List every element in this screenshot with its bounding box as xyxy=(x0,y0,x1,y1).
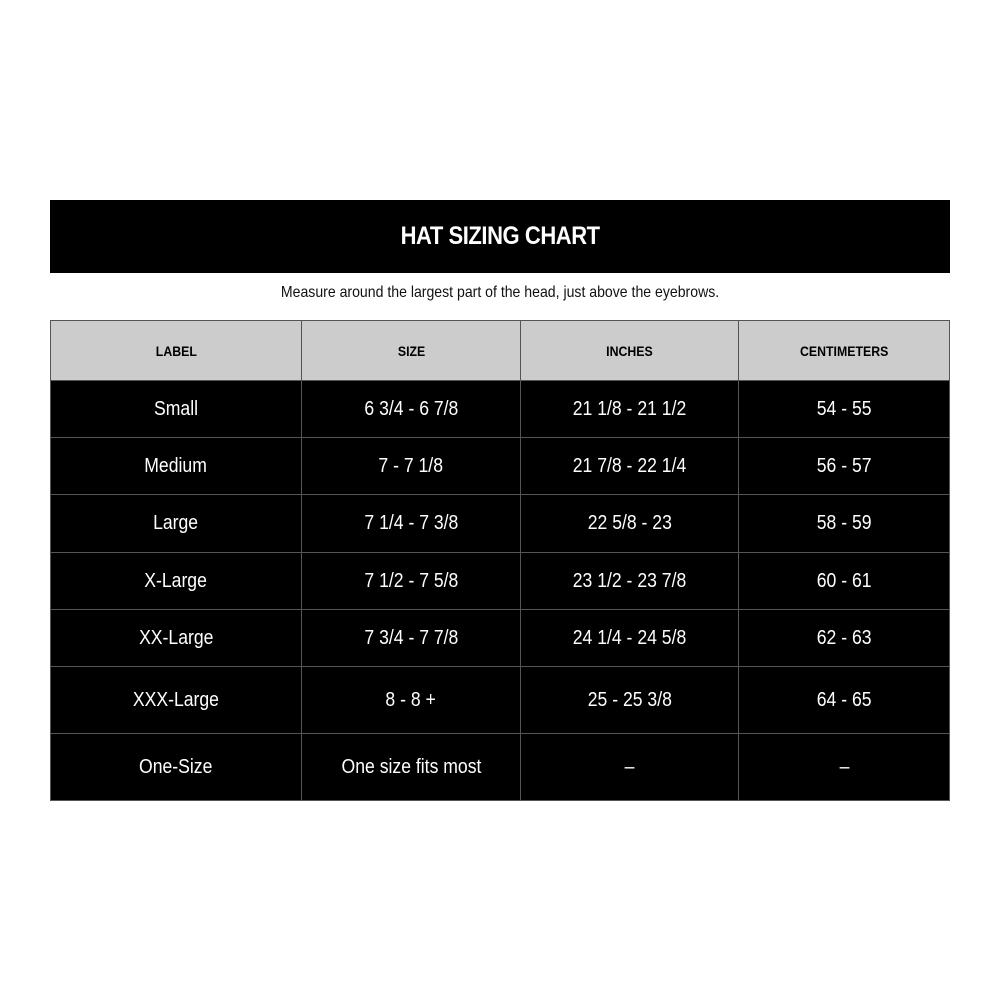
cell-text: XX-Large xyxy=(138,626,214,649)
subtitle-text: Measure around the largest part of the h… xyxy=(280,284,720,301)
cell-text: – xyxy=(624,755,635,778)
cell-size: 7 - 7 1/8 xyxy=(300,437,522,495)
cell-size: 8 - 8 + xyxy=(300,666,522,734)
cell-text: One-Size xyxy=(139,755,213,778)
cell-centimeters: 60 - 61 xyxy=(738,552,950,610)
header-text: LABEL xyxy=(155,342,197,359)
sizing-table: LABEL SIZE INCHES CENTIMETERS Small 6 3/4 - … xyxy=(50,320,950,801)
cell-text: 7 1/4 - 7 3/8 xyxy=(364,512,459,534)
cell-label: One-Size xyxy=(50,733,302,801)
cell-text: 58 - 59 xyxy=(816,512,872,534)
cell-size: 7 1/2 - 7 5/8 xyxy=(300,552,522,610)
cell-text: 7 - 7 1/8 xyxy=(378,454,444,477)
header-text: SIZE xyxy=(397,342,425,359)
cell-text: 6 3/4 - 6 7/8 xyxy=(364,397,459,420)
subtitle: Measure around the largest part of the h… xyxy=(0,284,1000,302)
header-size: SIZE xyxy=(300,320,522,381)
cell-centimeters: 54 - 55 xyxy=(738,380,950,438)
cell-text: 21 7/8 - 22 1/4 xyxy=(573,454,687,477)
cell-text: 62 - 63 xyxy=(816,626,872,649)
cell-label: Large xyxy=(50,494,302,553)
cell-text: 7 3/4 - 7 7/8 xyxy=(364,626,459,649)
header-text: INCHES xyxy=(606,342,654,359)
title-bar: HAT SIZING CHART xyxy=(50,200,950,273)
table-row: Medium 7 - 7 1/8 21 7/8 - 22 1/4 56 - 57 xyxy=(50,437,950,495)
cell-text: 60 - 61 xyxy=(816,569,872,592)
cell-text: 22 5/8 - 23 xyxy=(587,512,672,534)
cell-inches: 21 1/8 - 21 1/2 xyxy=(520,380,740,438)
cell-centimeters: 58 - 59 xyxy=(738,494,950,553)
cell-inches: 24 1/4 - 24 5/8 xyxy=(520,609,740,667)
cell-text: 24 1/4 - 24 5/8 xyxy=(573,626,687,649)
cell-label: XXX-Large xyxy=(50,666,302,734)
table-row: X-Large 7 1/2 - 7 5/8 23 1/2 - 23 7/8 60 - … xyxy=(50,552,950,610)
cell-text: Small xyxy=(153,397,198,420)
table-row: XXX-Large 8 - 8 + 25 - 25 3/8 64 - 65 xyxy=(50,666,950,734)
cell-text: 8 - 8 + xyxy=(385,688,437,711)
cell-text: 21 1/8 - 21 1/2 xyxy=(573,397,687,420)
cell-label: Small xyxy=(50,380,302,438)
cell-text: X-Large xyxy=(144,569,208,592)
header-centimeters: CENTIMETERS xyxy=(738,320,950,381)
cell-centimeters: 62 - 63 xyxy=(738,609,950,667)
cell-text: – xyxy=(839,755,849,778)
cell-text: XXX-Large xyxy=(132,688,219,711)
header-inches: INCHES xyxy=(520,320,740,381)
table-row: XX-Large 7 3/4 - 7 7/8 24 1/4 - 24 5/8 62 -… xyxy=(50,609,950,667)
cell-text: 64 - 65 xyxy=(816,688,872,711)
cell-inches: 23 1/2 - 23 7/8 xyxy=(520,552,740,610)
cell-text: 23 1/2 - 23 7/8 xyxy=(573,569,687,592)
table-row: Small 6 3/4 - 6 7/8 21 1/8 - 21 1/2 54 - 55 xyxy=(50,380,950,438)
cell-inches: 25 - 25 3/8 xyxy=(520,666,740,734)
cell-centimeters: 56 - 57 xyxy=(738,437,950,495)
cell-text: 54 - 55 xyxy=(816,397,872,420)
cell-label: X-Large xyxy=(50,552,302,610)
cell-centimeters: – xyxy=(738,733,950,801)
cell-size: 7 3/4 - 7 7/8 xyxy=(300,609,522,667)
cell-text: 56 - 57 xyxy=(816,454,872,477)
cell-text: 25 - 25 3/8 xyxy=(587,688,672,711)
cell-inches: 21 7/8 - 22 1/4 xyxy=(520,437,740,495)
cell-text: Medium xyxy=(144,454,208,477)
cell-inches: 22 5/8 - 23 xyxy=(520,494,740,553)
header-text: CENTIMETERS xyxy=(799,342,889,359)
page-title: HAT SIZING CHART xyxy=(400,222,600,250)
cell-centimeters: 64 - 65 xyxy=(738,666,950,734)
cell-size: 7 1/4 - 7 3/8 xyxy=(300,494,522,553)
cell-size: 6 3/4 - 6 7/8 xyxy=(300,380,522,438)
header-label: LABEL xyxy=(50,320,302,381)
cell-text: Large xyxy=(153,512,199,534)
cell-text: 7 1/2 - 7 5/8 xyxy=(364,569,459,592)
table-row: Large 7 1/4 - 7 3/8 22 5/8 - 23 58 - 59 xyxy=(50,494,950,553)
cell-label: Medium xyxy=(50,437,302,495)
cell-inches: – xyxy=(520,733,740,801)
table-row: One-Size One size fits most – – xyxy=(50,733,950,801)
cell-size: One size fits most xyxy=(300,733,522,801)
cell-text: One size fits most xyxy=(341,755,481,778)
header-row: LABEL SIZE INCHES CENTIMETERS xyxy=(50,320,950,381)
cell-label: XX-Large xyxy=(50,609,302,667)
